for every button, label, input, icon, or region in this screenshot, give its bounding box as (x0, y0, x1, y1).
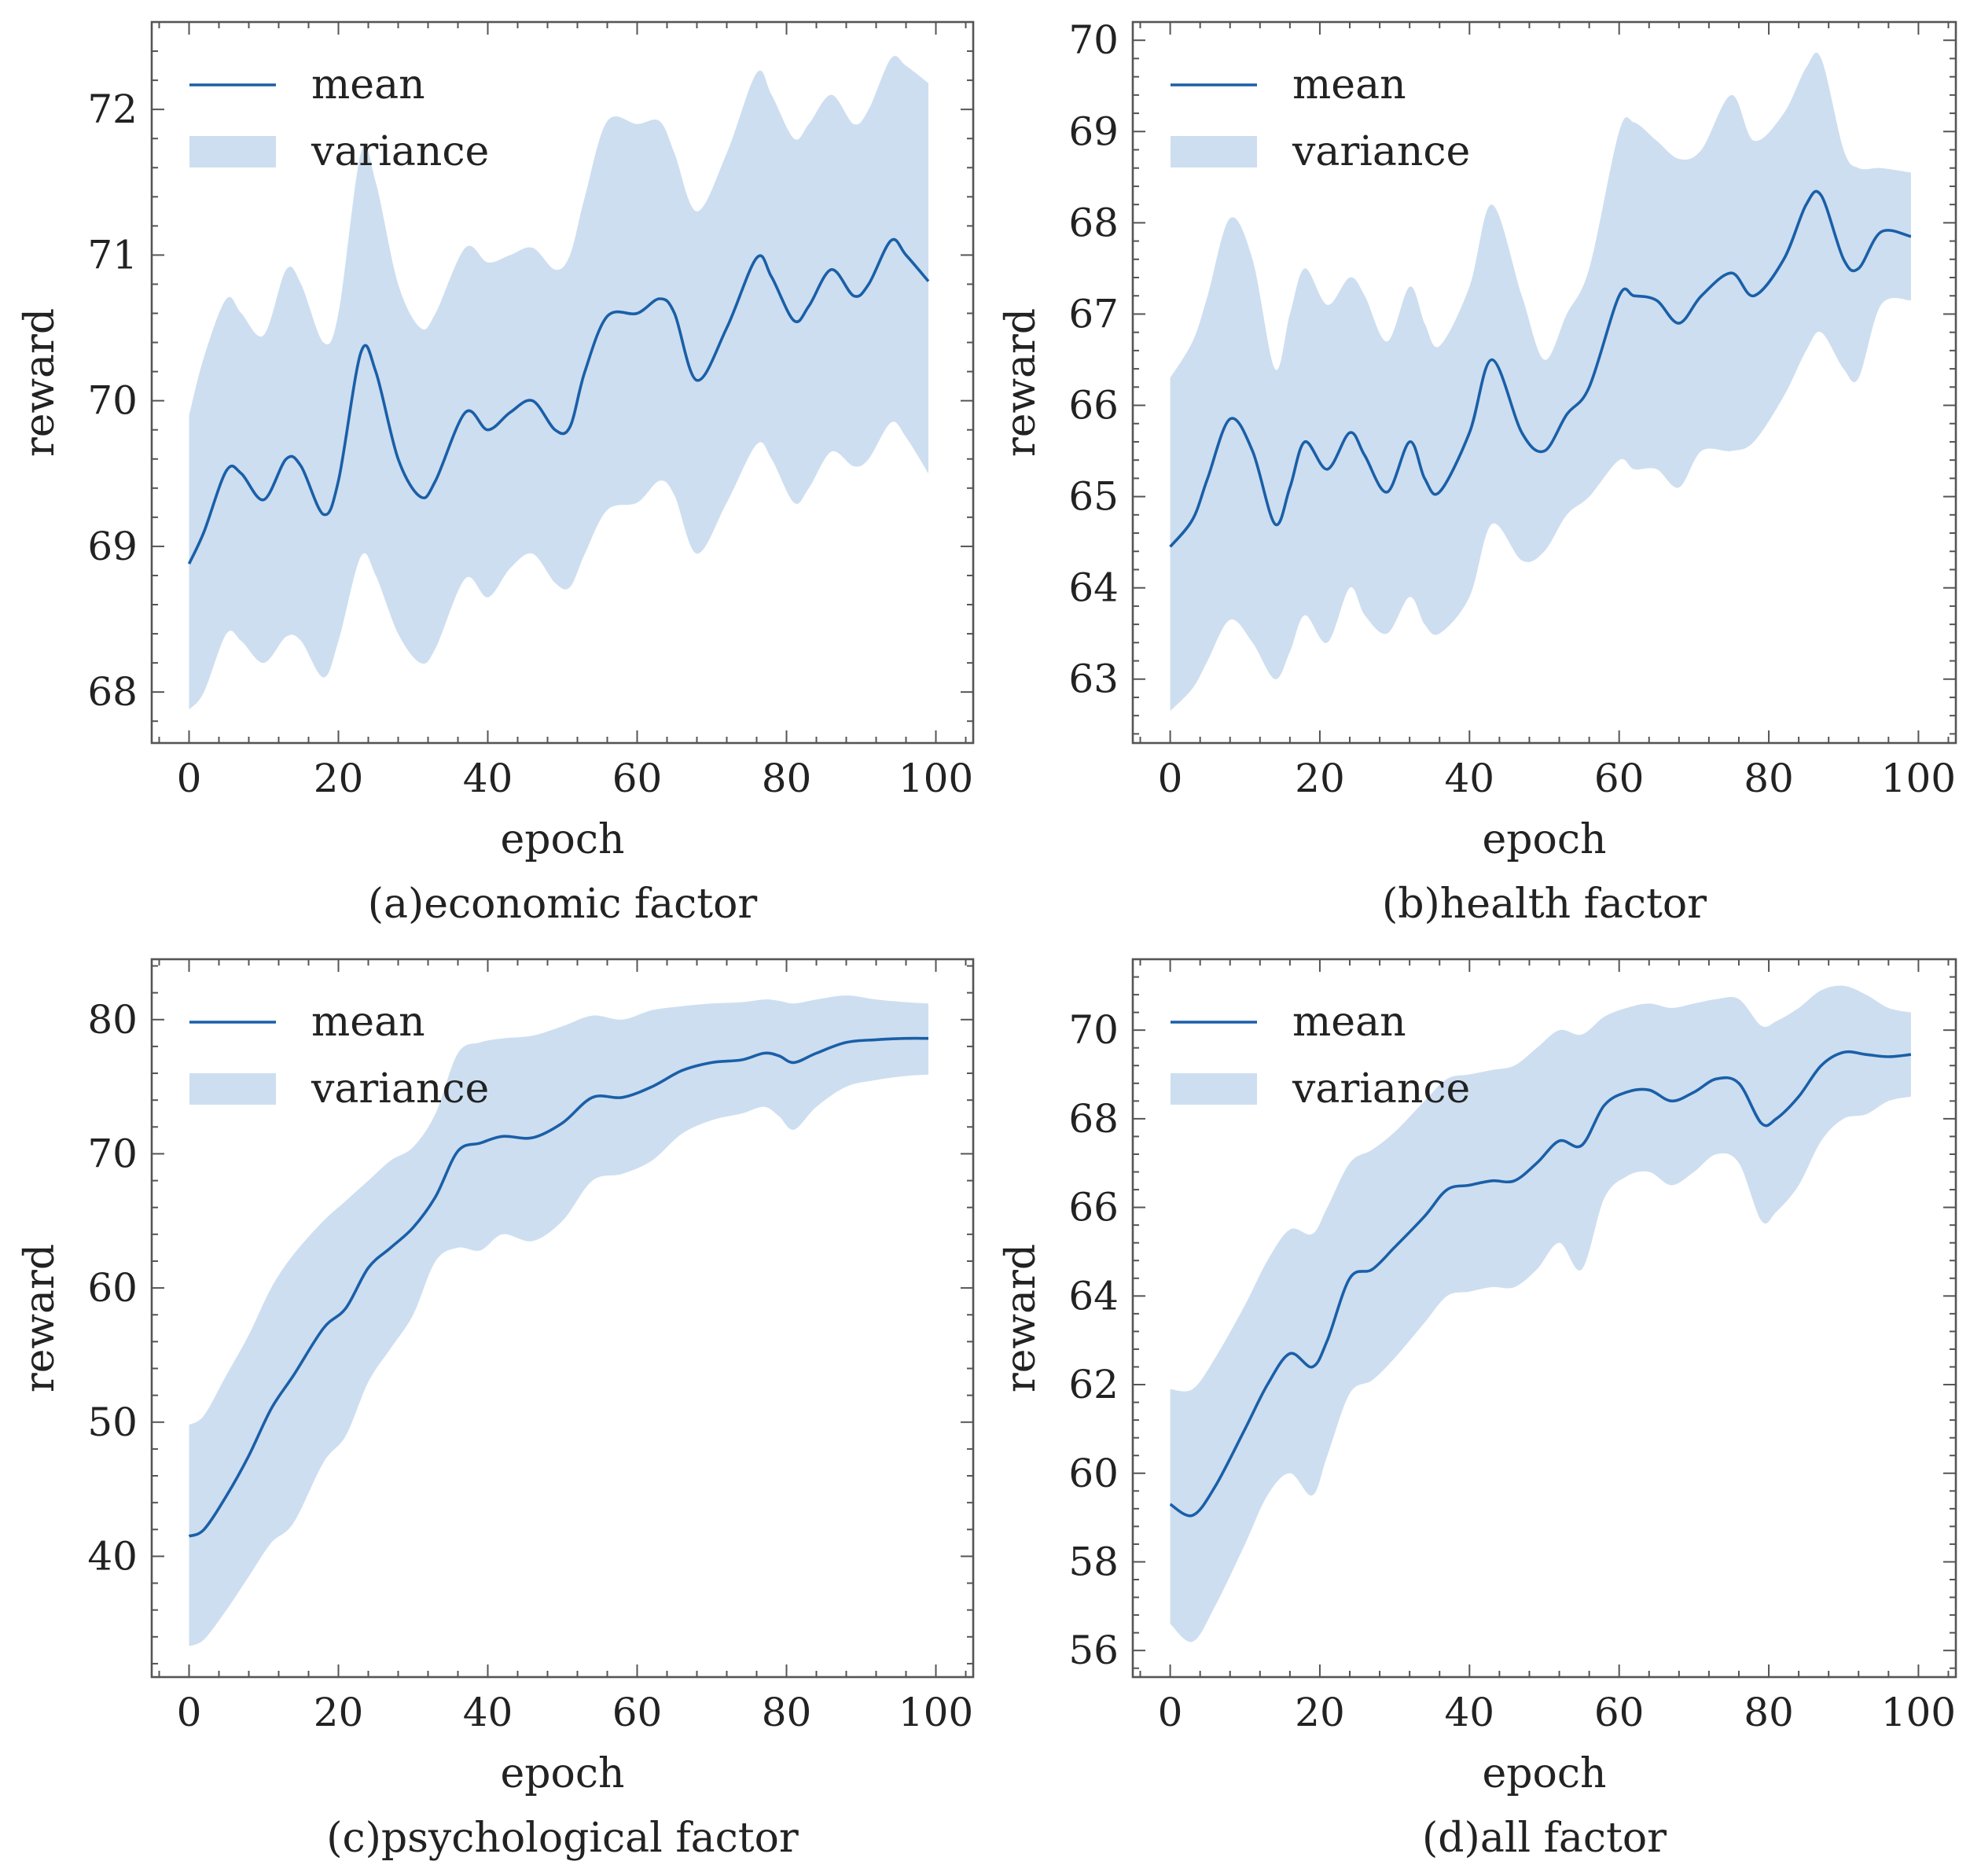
axes-frame (1131, 958, 1957, 1679)
legend-variance-label: variance (311, 128, 489, 175)
variance-band (189, 56, 928, 710)
x-tick-label: 40 (463, 756, 513, 801)
chart-panel-2: 0 20 40 60 80 100 40 50 60 70 80 epoch reward (c)psyc… (17, 958, 975, 1862)
y-axis-label: reward (17, 1244, 64, 1392)
x-tick-label: 80 (762, 756, 812, 801)
y-tick-label: 69 (1068, 109, 1119, 154)
y-tick-label: 65 (1068, 474, 1119, 520)
y-tick-label: 66 (1068, 1185, 1119, 1230)
mean-line (1169, 189, 1912, 548)
axes-frame (150, 20, 975, 745)
x-axis-label: epoch (1483, 1750, 1607, 1797)
legend-mean-label: mean (1292, 999, 1406, 1046)
x-tick-label: 40 (463, 1690, 513, 1735)
mean-line (187, 237, 930, 565)
x-tick-label: 80 (762, 1690, 812, 1735)
variance-band (189, 995, 928, 1646)
x-tick-label: 0 (1158, 1690, 1183, 1735)
y-tick-label: 70 (1068, 1007, 1119, 1053)
x-tick-label: 40 (1445, 1690, 1495, 1735)
panel-caption: (c)psychological factor (326, 1815, 799, 1862)
axes-frame (1131, 20, 1957, 745)
variance-band (1170, 985, 1911, 1642)
mean-line (188, 1036, 929, 1538)
legend-variance-label: variance (311, 1065, 489, 1113)
x-tick-label: 40 (1445, 756, 1495, 801)
y-tick-label: 56 (1068, 1628, 1119, 1673)
y-axis-label: reward (17, 308, 64, 457)
variance-band (1170, 53, 1911, 712)
panel-caption: (a)economic factor (368, 881, 758, 928)
legend-mean-label: mean (311, 61, 425, 109)
x-tick-label: 20 (1295, 1690, 1345, 1735)
legend-variance-swatch (189, 1073, 276, 1105)
y-tick-label: 63 (1068, 657, 1119, 702)
x-tick-label: 60 (612, 756, 663, 801)
x-tick-label: 20 (314, 756, 364, 801)
x-tick-label: 60 (1594, 1690, 1645, 1735)
y-tick-label: 68 (87, 669, 138, 715)
x-axis-label: epoch (1483, 816, 1607, 863)
x-axis-label: epoch (501, 1750, 625, 1797)
y-tick-label: 64 (1068, 565, 1119, 611)
x-tick-label: 0 (177, 756, 202, 801)
y-tick-label: 68 (1068, 1096, 1119, 1142)
x-tick-label: 60 (612, 1690, 663, 1735)
y-tick-label: 40 (87, 1533, 138, 1579)
legend-variance-swatch (1171, 1073, 1257, 1105)
y-axis-label: reward (998, 308, 1045, 457)
legend-variance-swatch (189, 136, 276, 167)
x-tick-label: 0 (1158, 756, 1183, 801)
y-tick-label: 58 (1068, 1539, 1119, 1584)
chart-panel-0: 0 20 40 60 80 100 68 69 70 71 72 epoch reward (a)econ… (17, 20, 975, 928)
legend-variance-label: variance (1292, 1065, 1470, 1113)
x-tick-label: 20 (314, 1690, 364, 1735)
x-tick-label: 60 (1594, 756, 1645, 801)
chart-panel-1: 0 20 40 60 80 100 63 64 65 66 67 68 69 70 epoch reward (… (998, 17, 1957, 928)
mean-line (1169, 1050, 1912, 1517)
x-tick-label: 0 (177, 1690, 202, 1735)
legend-variance-label: variance (1292, 128, 1470, 175)
y-tick-label: 69 (87, 524, 138, 569)
legend-mean-label: mean (311, 999, 425, 1046)
y-tick-label: 70 (1068, 17, 1119, 63)
y-tick-label: 67 (1068, 291, 1119, 337)
y-tick-label: 71 (87, 232, 138, 278)
chart-panel-3: 0 20 40 60 80 100 56 58 60 62 64 66 68 70 epoch reward (… (998, 958, 1957, 1862)
y-tick-label: 60 (1068, 1451, 1119, 1496)
y-tick-label: 68 (1068, 200, 1119, 245)
y-tick-label: 80 (87, 997, 138, 1043)
legend-variance-swatch (1171, 136, 1257, 167)
x-tick-label: 100 (1881, 1690, 1956, 1735)
axes-frame (150, 958, 975, 1679)
x-tick-label: 80 (1744, 1690, 1794, 1735)
y-tick-label: 50 (87, 1400, 138, 1445)
y-tick-label: 72 (87, 86, 138, 132)
y-tick-label: 62 (1068, 1362, 1119, 1407)
y-tick-label: 66 (1068, 383, 1119, 429)
x-tick-label: 100 (1881, 756, 1956, 801)
x-tick-label: 20 (1295, 756, 1345, 801)
y-tick-label: 70 (87, 378, 138, 424)
x-tick-label: 100 (899, 1690, 973, 1735)
y-axis-label: reward (998, 1244, 1045, 1392)
y-tick-label: 70 (87, 1131, 138, 1176)
panel-caption: (b)health factor (1382, 881, 1707, 928)
y-tick-label: 60 (87, 1265, 138, 1311)
panel-caption: (d)all factor (1422, 1815, 1667, 1862)
legend-mean-label: mean (1292, 61, 1406, 109)
x-axis-label: epoch (501, 816, 625, 863)
y-tick-label: 64 (1068, 1273, 1119, 1319)
x-tick-label: 80 (1744, 756, 1794, 801)
x-tick-label: 100 (899, 756, 973, 801)
